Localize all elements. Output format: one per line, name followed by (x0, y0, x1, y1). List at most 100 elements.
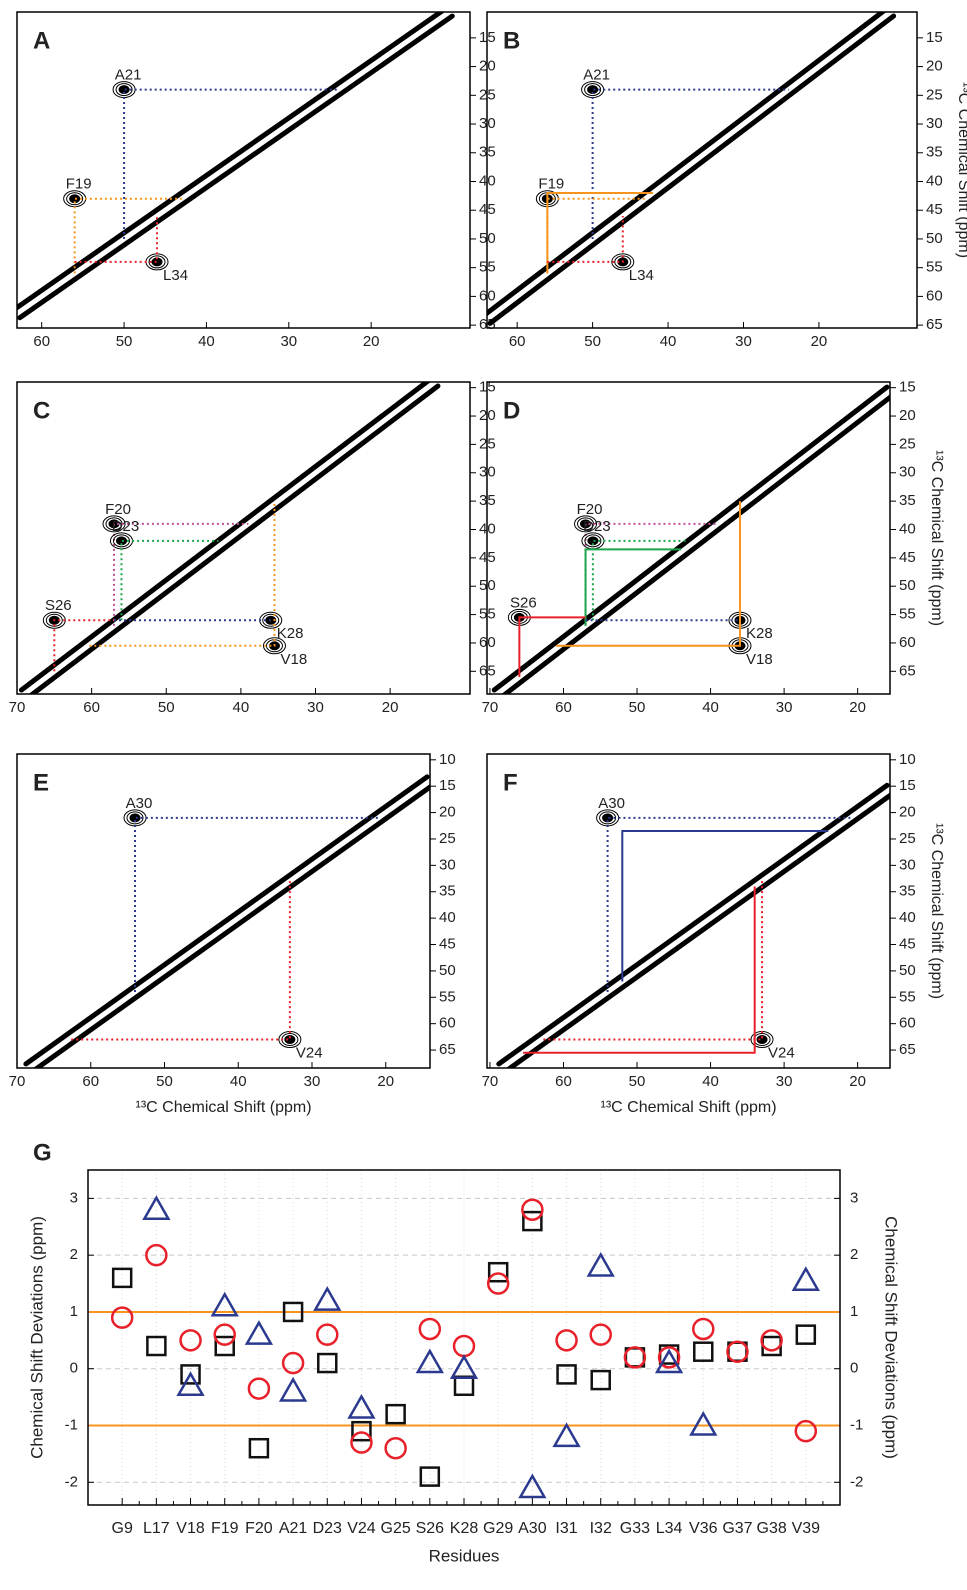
y-tick-label: 65 (899, 662, 916, 679)
y-tick-label: 35 (899, 883, 916, 900)
plot-frame (487, 12, 917, 328)
y2-tick-label: 2 (850, 1246, 858, 1263)
triangle-marker (589, 1255, 613, 1276)
x-tick-label: I32 (590, 1520, 612, 1537)
circle-marker (557, 1330, 577, 1350)
square-marker (455, 1377, 473, 1395)
y-tick-label: 30 (899, 464, 916, 481)
x-tick-label: 30 (307, 699, 324, 716)
y-tick-label: 2 (70, 1246, 78, 1263)
assignment-label: L34 (629, 267, 654, 284)
assignment-line (608, 818, 851, 992)
assignment-label: S26 (45, 597, 72, 614)
assignment-label: K28 (277, 625, 304, 642)
y2-tick-label: 1 (850, 1303, 858, 1320)
panel-label: B (503, 27, 520, 54)
x-tick-label: 70 (482, 1073, 499, 1090)
assignment-label: S26 (510, 594, 537, 611)
y-tick-label: 35 (926, 144, 943, 161)
circle-marker (762, 1330, 782, 1350)
y-tick-label: 30 (899, 856, 916, 873)
assignment-line (114, 524, 248, 626)
x-tick-label: I31 (555, 1520, 577, 1537)
y-tick-label: 25 (439, 830, 456, 847)
circle-marker (249, 1379, 269, 1399)
assignment-line (586, 524, 718, 626)
assignment-line (586, 549, 682, 626)
assignment-line (124, 90, 338, 239)
plot-frame (17, 12, 470, 328)
x-tick-label: 60 (509, 333, 526, 350)
assignment-label: A21 (115, 67, 142, 84)
x-tick-label: 50 (584, 333, 601, 350)
assignment-label: F20 (577, 501, 603, 518)
y-tick-label: 0 (70, 1360, 78, 1377)
y-tick-label: 10 (439, 751, 456, 768)
plot-area (499, 785, 893, 1072)
x-tick-label: 40 (702, 699, 719, 716)
triangle-marker (247, 1323, 271, 1344)
plot-frame (17, 754, 430, 1068)
y-tick-label: 50 (439, 962, 456, 979)
x-tick-label: V18 (176, 1520, 205, 1537)
plot-area (14, 8, 452, 318)
y-tick-label: 30 (926, 115, 943, 132)
square-marker (694, 1343, 712, 1361)
assignment-label: F20 (105, 501, 131, 518)
x-tick-label: G29 (483, 1520, 513, 1537)
x-tick-label: 50 (158, 699, 175, 716)
assignment-line (135, 818, 378, 992)
x-tick-label: 50 (629, 699, 646, 716)
y-tick-label: 50 (899, 962, 916, 979)
circle-marker (693, 1319, 713, 1339)
diagonal-contour (21, 378, 431, 690)
y-tick-label: 15 (899, 379, 916, 396)
x-tick-label: D23 (313, 1520, 342, 1537)
x-tick-label: 50 (629, 1073, 646, 1090)
y-tick-label: 60 (899, 1015, 916, 1032)
x-tick-label: G38 (757, 1520, 787, 1537)
assignment-label: L34 (163, 267, 188, 284)
x-tick-label: G37 (722, 1520, 752, 1537)
x-tick-label: 30 (304, 1073, 321, 1090)
x-tick-label: 20 (382, 699, 399, 716)
y-tick-label: 20 (439, 804, 456, 821)
y-tick-label: 25 (899, 435, 916, 452)
y-axis-label: ¹³C Chemical Shift (ppm) (928, 450, 945, 626)
y-tick-label: 50 (926, 230, 943, 247)
x-tick-label: 70 (9, 1073, 26, 1090)
panel-label: G (33, 1139, 52, 1166)
x-tick-label: 40 (660, 333, 677, 350)
x-tick-label: F19 (211, 1520, 239, 1537)
y-axis-label: ¹³C Chemical Shift (ppm) (928, 823, 945, 999)
x-tick-label: 60 (82, 1073, 99, 1090)
y-tick-label: 10 (899, 751, 916, 768)
y-tick-label: 40 (439, 909, 456, 926)
x-tick-label: V39 (792, 1520, 821, 1537)
x-tick-label: 60 (555, 699, 572, 716)
y2-tick-label: -2 (850, 1473, 863, 1490)
x-tick-label: 40 (233, 699, 250, 716)
y-tick-label: 45 (899, 935, 916, 952)
x-tick-label: G33 (620, 1520, 650, 1537)
y-tick-label: 20 (899, 804, 916, 821)
diagonal-contour (32, 785, 433, 1072)
page: A21F19L346050403020152025303540455055606… (0, 0, 967, 1590)
assignment-line (69, 881, 290, 1039)
x-tick-label: 20 (849, 699, 866, 716)
assignment-line (622, 831, 828, 981)
assignment-line (541, 881, 762, 1039)
y-tick-label: 55 (439, 988, 456, 1005)
y-tick-label: 65 (926, 316, 943, 333)
x-tick-label: 70 (482, 699, 499, 716)
y-tick-label: 60 (926, 287, 943, 304)
panel-label: D (503, 397, 520, 424)
y-tick-label: 60 (439, 1015, 456, 1032)
diagonal-contour (27, 386, 437, 698)
diagonal-contour (484, 8, 888, 315)
y-tick-label: 55 (926, 259, 943, 276)
circle-marker (386, 1438, 406, 1458)
assignment-label: A30 (598, 795, 625, 812)
assignment-label: V18 (280, 651, 307, 668)
plot-frame (17, 382, 470, 694)
